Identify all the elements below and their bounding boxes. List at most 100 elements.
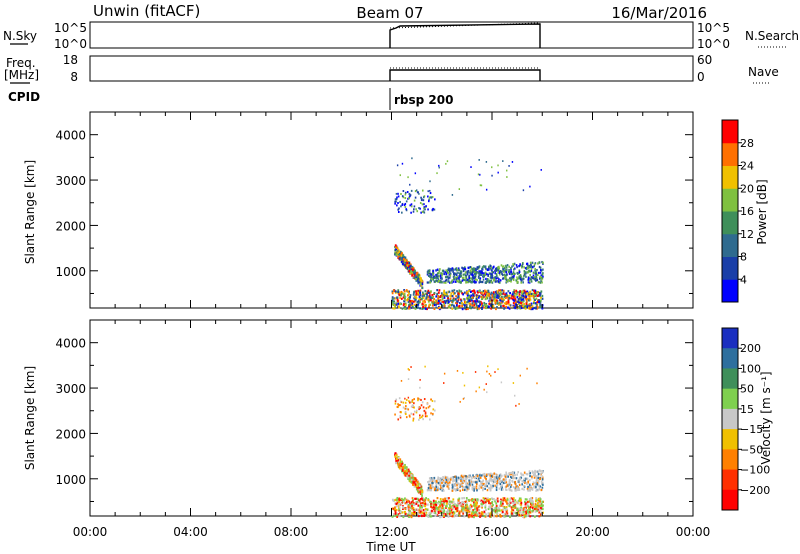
echo-cell <box>433 292 436 295</box>
echo-cell <box>541 478 544 481</box>
echo-cell <box>464 266 466 269</box>
echo-cell <box>505 275 507 278</box>
echo-cell <box>540 278 543 281</box>
echo-cell <box>421 511 424 514</box>
echo-cell <box>421 501 424 504</box>
search-trace <box>389 22 541 29</box>
echo-cell <box>484 271 487 274</box>
echo-cell <box>501 485 503 489</box>
echo-cell <box>458 289 461 292</box>
echo-cell <box>468 299 471 302</box>
echo-cell <box>440 280 443 283</box>
echo-cell <box>489 489 492 492</box>
echo-cell <box>403 469 406 472</box>
echo-cell <box>487 365 489 368</box>
echo-cell <box>513 294 516 298</box>
echo-cell <box>463 384 466 387</box>
echo-cell <box>500 264 503 267</box>
echo-cell <box>407 476 410 479</box>
echo-cell <box>518 497 521 500</box>
echo-cell <box>394 244 397 247</box>
echo-cell <box>430 275 433 279</box>
echo-cell <box>429 502 432 505</box>
echo-cell <box>443 296 446 299</box>
echo-cell <box>505 278 508 281</box>
echo-cell <box>477 296 480 299</box>
echo-cell <box>474 498 477 502</box>
echo-cell <box>448 273 451 276</box>
echo-cell <box>534 267 537 271</box>
echo-cell <box>413 398 415 401</box>
echo-cell <box>449 509 452 513</box>
echo-cell <box>511 512 513 515</box>
echo-cell <box>467 307 469 311</box>
echo-cell <box>504 267 506 270</box>
freq-trace <box>389 69 541 81</box>
echo-cell <box>407 290 409 293</box>
echo-cell <box>514 299 517 302</box>
echo-cell <box>442 301 445 304</box>
echo-cell <box>498 504 501 507</box>
echo-cell <box>429 484 432 487</box>
echo-cell <box>520 278 523 281</box>
echo-cell <box>523 291 526 294</box>
echo-cell <box>408 263 411 266</box>
echo-cell <box>461 483 463 487</box>
echo-cell <box>491 303 494 306</box>
echo-cell <box>531 506 534 509</box>
echo-cell <box>512 302 515 305</box>
echo-cell <box>499 513 502 516</box>
echo-cell <box>539 306 542 309</box>
echo-cell <box>446 293 448 296</box>
echo-cell <box>505 488 507 491</box>
echo-cell <box>440 515 443 518</box>
echo-cell <box>529 303 531 306</box>
echo-cell <box>473 271 476 274</box>
echo-cell <box>408 271 411 275</box>
echo-cell <box>397 290 400 294</box>
echo-cell <box>495 484 498 487</box>
echo-cell <box>436 509 439 512</box>
echo-cell <box>466 482 469 485</box>
echo-cell <box>456 306 458 310</box>
echo-cell <box>510 471 513 475</box>
colorbar-segment <box>722 368 738 390</box>
echo-cell <box>449 479 451 482</box>
cpid-program: rbsp 200 <box>394 93 453 107</box>
echo-cell <box>518 305 521 308</box>
echo-cell <box>410 515 413 519</box>
echo-cell <box>412 503 415 506</box>
echo-cell <box>511 265 513 268</box>
echo-cell <box>423 299 426 302</box>
echo-cell <box>433 208 436 211</box>
echo-cell <box>449 299 452 302</box>
echo-cell <box>419 201 422 204</box>
echo-cell <box>516 500 519 503</box>
x-tick-label: 16:00 <box>475 525 510 539</box>
echo-cell <box>490 514 492 517</box>
echo-cell <box>479 476 482 479</box>
echo-cell <box>439 482 442 485</box>
echo-cell <box>418 207 420 210</box>
echo-cell <box>411 497 414 500</box>
echo-cell <box>460 290 463 293</box>
echo-cell <box>437 299 440 302</box>
echo-cell <box>516 473 518 476</box>
echo-cell <box>484 476 487 479</box>
power-colorbar-label: Power [dB] <box>755 179 769 244</box>
echo-cell <box>464 509 467 512</box>
echo-cell <box>409 415 411 418</box>
echo-cell <box>393 307 396 310</box>
echo-cell <box>448 290 451 293</box>
echo-cell <box>496 474 498 477</box>
echo-cell <box>518 483 521 487</box>
echo-cell <box>520 306 523 309</box>
echo-cell <box>442 489 445 492</box>
echo-cell <box>398 498 401 501</box>
echo-cell <box>417 514 420 518</box>
echo-cell <box>527 505 530 508</box>
echo-cell <box>458 188 461 190</box>
echo-cell <box>497 289 500 292</box>
echo-cell <box>453 268 455 271</box>
echo-cell <box>411 305 414 308</box>
